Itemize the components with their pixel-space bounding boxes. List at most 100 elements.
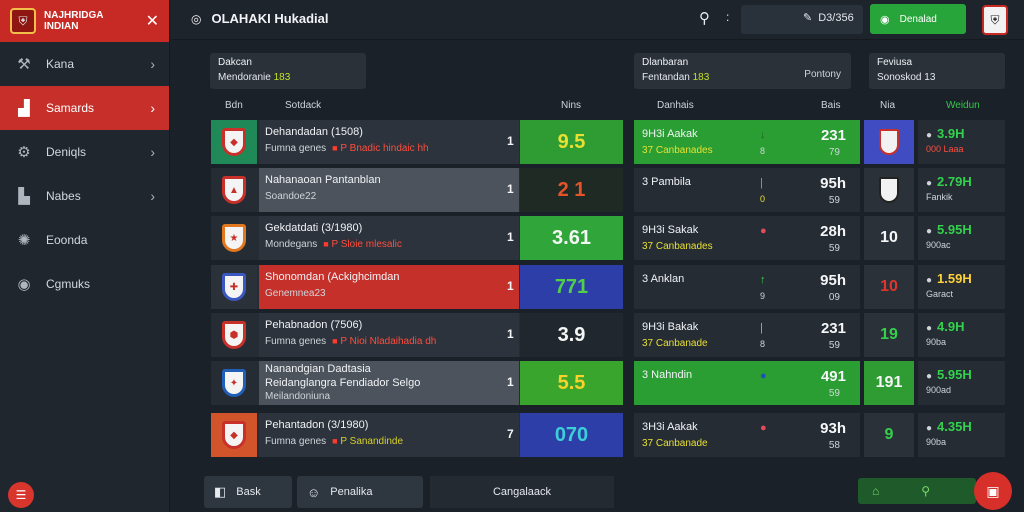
position-value: 1 xyxy=(507,327,514,341)
team-name: Gekdatdati (3/1980) xyxy=(265,222,363,234)
table-row[interactable]: ✚ Shonomdan (Ackighcimdan Genemnea23 1 7… xyxy=(211,265,623,309)
back-icon: ◧ xyxy=(214,484,227,499)
more-options-button[interactable]: : xyxy=(726,10,730,24)
odds-value: ● 5.95H xyxy=(926,367,972,382)
card-title: Dlanbaran xyxy=(642,57,689,68)
match-subtitle: 37 Canbanade xyxy=(642,438,708,449)
penalties-button[interactable]: ☺ Penalika xyxy=(297,476,423,508)
team-cell: Dehandadan (1508) Fumna genes ■ P Bnadic … xyxy=(259,120,519,164)
table-row[interactable]: ⬢ Pehabnadon (7506) Fumna genes ■ P Nioi … xyxy=(211,313,623,357)
team-cell: Pehabnadon (7506) Fumna genes ■ P Nioi Nl… xyxy=(259,313,519,357)
table-row[interactable]: ✦ Nanandgian Dadtasia Reidanglangra Fend… xyxy=(211,361,623,405)
page-title: ◎ OLAHAKI Hukadial xyxy=(191,11,329,26)
match-title: 9H3i Aakak xyxy=(642,128,698,140)
team-subtitle: Fumna genes ■ P Nioi Nladaihadia dh xyxy=(265,336,513,347)
odds-value-text: 3.9H xyxy=(937,126,965,141)
team-crest-icon: ✦ xyxy=(211,361,257,405)
team-subtitle: Soandoe22 xyxy=(265,191,317,202)
avatar[interactable]: ⛨ xyxy=(982,5,1008,35)
team-name-text: Shonomdan (Ackighcimdan xyxy=(265,271,400,283)
chat-button[interactable]: ▣ xyxy=(974,472,1012,510)
edit-icon: ✎ xyxy=(803,12,813,24)
team-cell: Nanandgian Dadtasia Reidanglangra Fendia… xyxy=(259,361,519,405)
close-icon[interactable]: ✕ xyxy=(145,13,159,30)
odds-cell[interactable]: ● 2.79H Fankik xyxy=(918,168,1005,212)
column-header: Nins xyxy=(561,100,582,111)
flag-icon: ■ xyxy=(323,239,329,249)
sidebar-item-nabes[interactable]: ▙ Nabes › xyxy=(0,174,169,218)
menu-button[interactable]: ☰ xyxy=(8,482,34,508)
tools-icon: ⚒ xyxy=(17,56,31,73)
match-cell[interactable]: 3 Anklan ↑ 9 95h 09 xyxy=(634,265,860,309)
match-cell[interactable]: 3 Pambila | 0 95h 59 xyxy=(634,168,860,212)
column-header: Sotdack xyxy=(285,100,322,111)
marker-icon: | xyxy=(760,322,763,334)
sidebar-item-kana[interactable]: ⚒ Kana › xyxy=(0,42,169,86)
odds-value-text: 4.35H xyxy=(937,419,972,434)
page-title-text: OLAHAKI Hukadial xyxy=(211,11,329,26)
match-cell[interactable]: 3H3i Aakak 37 Canbanade ● 93h 58 xyxy=(634,413,860,457)
team-crest-icon: ◆ xyxy=(211,413,257,457)
download-button[interactable]: ◉ Denalad xyxy=(870,4,966,34)
pin-icon[interactable]: ⌂ xyxy=(872,484,880,498)
card-subtitle-text: Mendoranie xyxy=(218,72,274,83)
sidebar-item-label: Samards xyxy=(46,101,95,115)
score-value: 3.9 xyxy=(520,313,623,357)
odds-cell[interactable]: ● 4.9H 90ba xyxy=(918,313,1005,357)
odds-value-text: 2.79H xyxy=(937,174,972,189)
search-icon[interactable]: ⚲ xyxy=(699,10,710,27)
odds-value: ● 3.9H xyxy=(926,126,965,141)
search-icon[interactable]: ⚲ xyxy=(921,484,931,498)
odds-cell[interactable]: ● 5.95H 900ac xyxy=(918,216,1005,260)
summary-card-left: Dakcan Mendoranie 183 xyxy=(210,53,366,89)
center-tab[interactable]: Cangalaack xyxy=(430,476,614,508)
circle-icon: ◉ xyxy=(880,13,890,26)
table-row[interactable]: ★ Gekdatdati (3/1980) Mondegans ■ P Sloie… xyxy=(211,216,623,260)
match-value: 95h xyxy=(820,175,846,192)
column-header: Bais xyxy=(821,100,841,111)
card-subtitle-text: Fentandan xyxy=(642,72,693,83)
sidebar-item-cgmuks[interactable]: ◉ Cgmuks xyxy=(0,262,169,306)
match-cell[interactable]: 9H3i Sakak 37 Canbanades ● 28h 59 xyxy=(634,216,860,260)
match-title: 9H3i Sakak xyxy=(642,224,699,236)
position-value: 1 xyxy=(507,375,514,389)
odds-cell[interactable]: ● 3.9H 000 Laaa xyxy=(918,120,1005,164)
table-row[interactable]: ▲ Nahanaoan Pantanblan Soandoe22 1 2 1 xyxy=(211,168,623,212)
chart-icon: ▙ xyxy=(18,188,30,205)
match-title: 3 Anklan xyxy=(642,273,685,285)
marker-label: 8 xyxy=(760,339,766,349)
chart-icon: ▟ xyxy=(18,100,30,117)
odds-cell[interactable]: ● 4.35H 90ba xyxy=(918,413,1005,457)
team-cell: Gekdatdati (3/1980) Mondegans ■ P Sloie m… xyxy=(259,216,519,260)
sidebar-item-samards[interactable]: ▟ Samards › xyxy=(0,86,169,130)
table-row[interactable]: ◆ Dehandadan (1508) Fumna genes ■ P Bnadi… xyxy=(211,120,623,164)
match-cell[interactable]: 3 Nahndin ● 491 59 xyxy=(634,361,860,405)
odds-cell[interactable]: ● 5.95H 900ad xyxy=(918,361,1005,405)
marker-label: 9 xyxy=(760,291,766,301)
search-input[interactable] xyxy=(741,5,863,34)
table-row[interactable]: ◆ Pehantadon (3/1980) Fumna genes ■ P San… xyxy=(211,413,623,457)
score-value: 771 xyxy=(520,265,623,309)
odds-cell[interactable]: ● 1.59H Garact xyxy=(918,265,1005,309)
chevron-right-icon: › xyxy=(150,144,155,160)
score-value: 9.5 xyxy=(520,120,623,164)
chevron-right-icon: › xyxy=(150,56,155,72)
team-note: Meilandoniuna xyxy=(265,391,331,402)
sidebar-item-deniqls[interactable]: ⚙ Deniqls › xyxy=(0,130,169,174)
odds-value: ● 2.79H xyxy=(926,174,972,189)
card-subtitle: Fentandan 183 xyxy=(642,72,843,83)
odds-value: ● 5.95H xyxy=(926,222,972,237)
match-subtitle: 37 Canbanade xyxy=(642,338,708,349)
sidebar-item-eoonda[interactable]: ✺ Eoonda xyxy=(0,218,169,262)
match-title: 3 Nahndin xyxy=(642,369,693,381)
match-value: 95h xyxy=(820,272,846,289)
team-cell: Pehantadon (3/1980) Fumna genes ■ P Sanan… xyxy=(259,413,519,457)
back-button[interactable]: ◧ Bask xyxy=(204,476,292,508)
score-value: 070 xyxy=(520,413,623,457)
match-cell[interactable]: 9H3i Aakak 37 Canbanades ↓ 8 231 79 xyxy=(634,120,860,164)
stat-chip[interactable]: ✎ D3/356 xyxy=(803,11,854,25)
match-cell[interactable]: 9H3i Bakak 37 Canbanade | 8 231 59 xyxy=(634,313,860,357)
match-value: 231 xyxy=(820,127,846,144)
marker-icon: ● xyxy=(760,370,767,382)
